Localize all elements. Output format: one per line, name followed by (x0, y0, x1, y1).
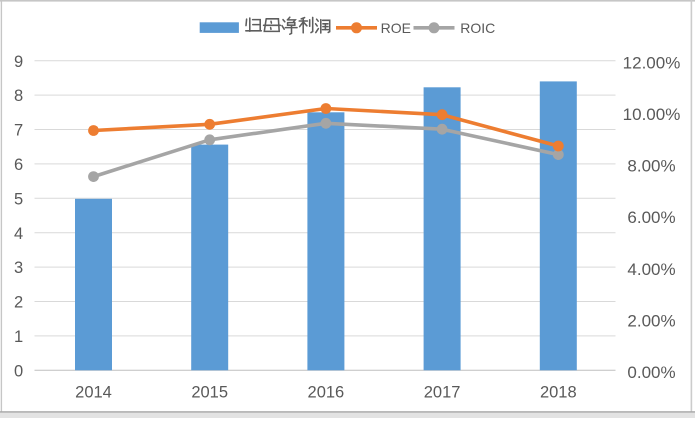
svg-text:0.00%: 0.00% (627, 363, 675, 382)
svg-text:8.00%: 8.00% (627, 157, 675, 176)
svg-text:2017: 2017 (424, 384, 461, 402)
svg-text:2018: 2018 (540, 384, 577, 402)
svg-text:10.00%: 10.00% (623, 105, 681, 124)
svg-text:12.00%: 12.00% (623, 53, 681, 72)
svg-text:2: 2 (14, 294, 23, 312)
svg-text:3: 3 (14, 259, 23, 277)
svg-text:4: 4 (14, 225, 23, 243)
svg-text:5: 5 (14, 190, 23, 208)
svg-text:2015: 2015 (191, 384, 228, 402)
svg-text:7: 7 (14, 122, 23, 140)
svg-text:2016: 2016 (308, 384, 345, 402)
svg-text:2014: 2014 (75, 384, 112, 402)
svg-text:6: 6 (14, 156, 23, 174)
svg-text:4.00%: 4.00% (627, 260, 675, 279)
svg-text:8: 8 (14, 87, 23, 105)
svg-text:1: 1 (14, 328, 23, 346)
svg-text:0: 0 (14, 362, 23, 380)
svg-text:ROIC: ROIC (460, 20, 495, 36)
svg-text:ROE: ROE (381, 20, 411, 36)
svg-text:6.00%: 6.00% (627, 208, 675, 227)
svg-text:2.00%: 2.00% (627, 311, 675, 330)
svg-text:9: 9 (14, 53, 23, 71)
